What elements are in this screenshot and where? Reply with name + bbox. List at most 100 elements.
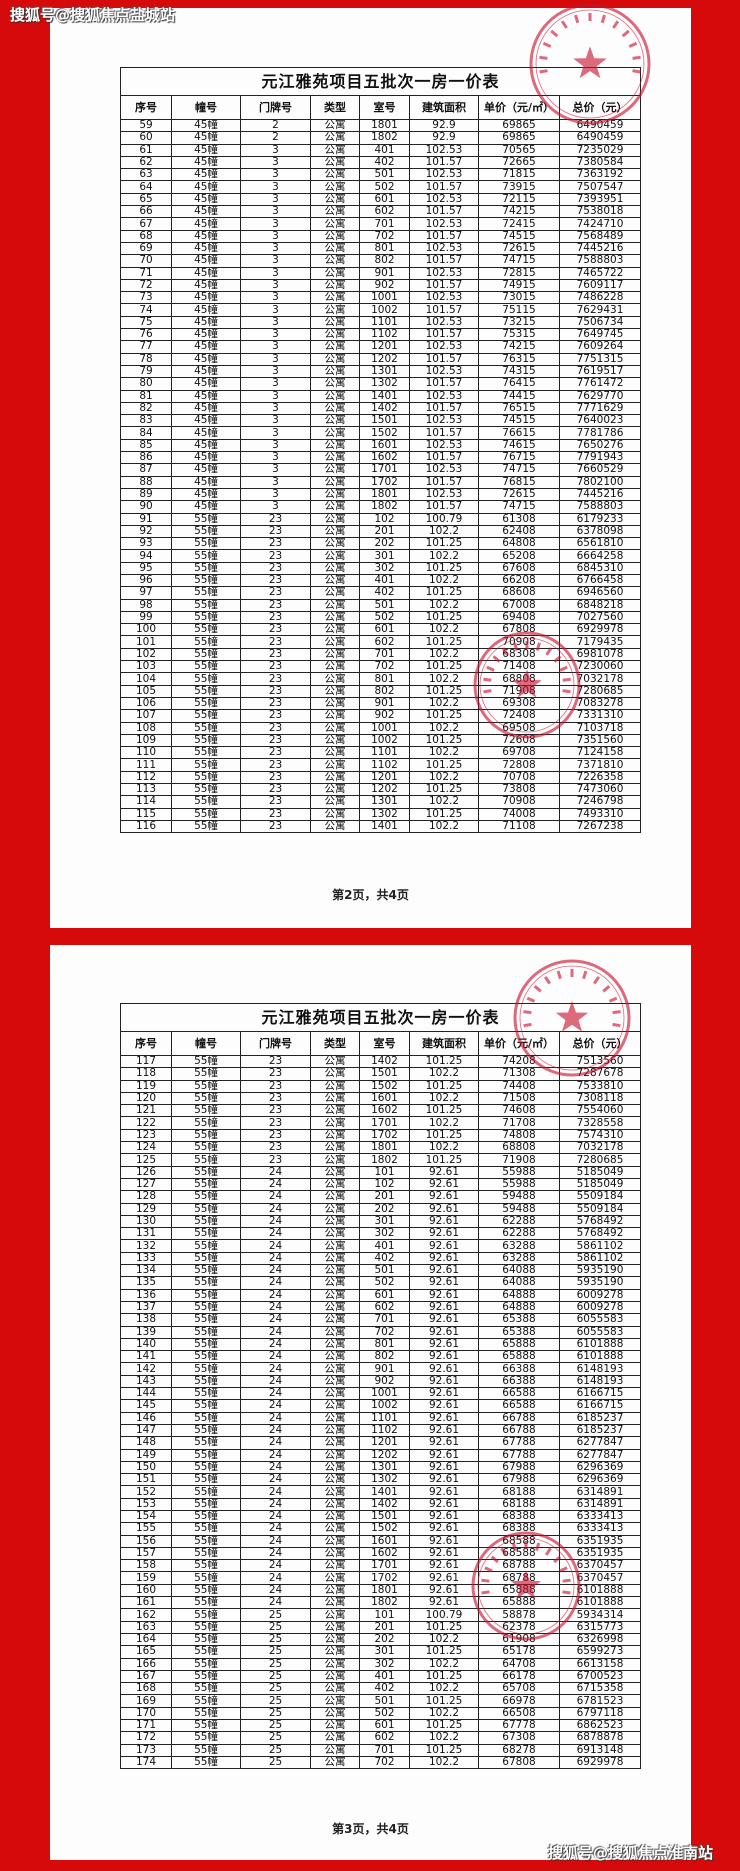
unit-price-cell: 69865 xyxy=(478,131,560,145)
door-number-cell: 23 xyxy=(240,537,311,551)
room-cell: 901 xyxy=(359,1362,410,1376)
total-price-cell: 6314891 xyxy=(558,1497,642,1511)
total-price-cell: 6101888 xyxy=(558,1350,642,1364)
area-cell: 92.61 xyxy=(409,1399,479,1413)
total-price-cell: 6664258 xyxy=(558,549,642,563)
total-price-cell: 6845310 xyxy=(558,561,642,575)
door-number-cell: 24 xyxy=(240,1374,311,1389)
building-cell: 55幢 xyxy=(171,1091,241,1106)
total-price-cell: 6561810 xyxy=(558,537,642,551)
table-row: 140 55幢 24 公寓 801 92.61 65888 6101888 xyxy=(120,1337,642,1352)
room-cell: 1802 xyxy=(359,1596,410,1610)
door-number-cell: 3 xyxy=(240,475,311,489)
column-header: 室号 xyxy=(359,1031,410,1056)
unit-price-cell: 65708 xyxy=(478,1682,560,1696)
total-price-cell: 6333413 xyxy=(558,1522,642,1536)
door-number-cell: 24 xyxy=(240,1571,311,1585)
room-cell: 201 xyxy=(359,524,410,539)
table-row: 111 55幢 23 公寓 1102 101.25 72808 7371810 xyxy=(120,758,642,772)
table-row: 89 45幢 3 公寓 1801 102.53 72615 7445216 xyxy=(120,487,642,502)
seq-cell: 155 xyxy=(120,1522,172,1536)
total-price-cell: 7235029 xyxy=(558,143,642,157)
room-cell: 1801 xyxy=(359,487,410,502)
room-cell: 802 xyxy=(359,1350,410,1364)
building-cell: 45幢 xyxy=(171,291,241,305)
type-cell: 公寓 xyxy=(310,696,360,711)
door-number-cell: 24 xyxy=(240,1202,311,1216)
type-cell: 公寓 xyxy=(310,610,360,625)
seq-cell: 117 xyxy=(120,1054,172,1069)
seq-cell: 87 xyxy=(120,463,172,477)
door-number-cell: 24 xyxy=(240,1509,311,1524)
type-cell: 公寓 xyxy=(310,131,360,145)
area-cell: 102.2 xyxy=(409,549,479,563)
area-cell: 92.61 xyxy=(409,1546,479,1561)
room-cell: 601 xyxy=(359,623,410,637)
total-price-cell: 7363192 xyxy=(558,168,642,182)
table-row: 106 55幢 23 公寓 901 102.2 69308 7083278 xyxy=(120,696,642,711)
room-cell: 1301 xyxy=(359,795,410,809)
building-cell: 55幢 xyxy=(171,709,241,723)
room-cell: 502 xyxy=(359,180,410,194)
total-price-cell: 7609264 xyxy=(558,340,642,354)
area-cell: 102.2 xyxy=(409,1706,479,1721)
room-cell: 1101 xyxy=(359,315,410,330)
type-cell: 公寓 xyxy=(310,819,360,834)
room-cell: 1201 xyxy=(359,1436,410,1450)
table-row: 78 45幢 3 公寓 1202 101.57 76315 7751315 xyxy=(120,352,642,366)
door-number-cell: 24 xyxy=(240,1190,311,1204)
unit-price-cell: 72665 xyxy=(478,155,560,170)
total-price-cell: 6797118 xyxy=(558,1706,642,1721)
door-number-cell: 25 xyxy=(240,1632,311,1647)
total-price-cell: 6599273 xyxy=(558,1645,642,1659)
table-row: 110 55幢 23 公寓 1101 102.2 69708 7124158 xyxy=(120,746,642,760)
area-cell: 102.2 xyxy=(409,721,479,735)
table-row: 130 55幢 24 公寓 301 92.61 62288 5768492 xyxy=(120,1214,642,1229)
unit-price-cell: 67308 xyxy=(478,1731,560,1745)
seq-cell: 78 xyxy=(120,352,172,366)
area-cell: 92.61 xyxy=(409,1251,479,1266)
seq-cell: 133 xyxy=(120,1251,172,1266)
room-cell: 601 xyxy=(359,192,410,207)
area-cell: 92.61 xyxy=(409,1350,479,1364)
building-cell: 55幢 xyxy=(171,1522,241,1536)
building-cell: 45幢 xyxy=(171,205,241,219)
seq-cell: 139 xyxy=(120,1325,172,1339)
table-row: 168 55幢 25 公寓 402 102.2 65708 6715358 xyxy=(120,1682,642,1696)
unit-price-cell: 68608 xyxy=(478,586,560,600)
door-number-cell: 3 xyxy=(240,463,311,477)
area-cell: 102.53 xyxy=(409,168,479,182)
total-price-cell: 6490459 xyxy=(558,118,642,133)
type-cell: 公寓 xyxy=(310,1190,360,1204)
type-cell: 公寓 xyxy=(310,573,360,588)
type-cell: 公寓 xyxy=(310,1509,360,1524)
total-price-cell: 7640023 xyxy=(558,414,642,428)
building-cell: 45幢 xyxy=(171,487,241,502)
seq-cell: 170 xyxy=(120,1706,172,1721)
total-price-cell: 7533810 xyxy=(558,1079,642,1093)
unit-price-cell: 66588 xyxy=(478,1399,560,1413)
total-price-cell: 7445216 xyxy=(558,241,642,256)
table-row: 86 45幢 3 公寓 1602 101.57 76715 7791943 xyxy=(120,451,642,465)
total-price-cell: 6166715 xyxy=(558,1387,642,1401)
room-cell: 901 xyxy=(359,696,410,711)
seq-cell: 161 xyxy=(120,1596,172,1610)
table-row: 154 55幢 24 公寓 1501 92.61 68388 6333413 xyxy=(120,1509,642,1524)
building-cell: 55幢 xyxy=(171,1743,241,1757)
room-cell: 1802 xyxy=(359,131,410,145)
seq-cell: 168 xyxy=(120,1682,172,1696)
table-row: 174 55幢 25 公寓 702 102.2 67808 6929978 xyxy=(120,1755,642,1770)
total-price-cell: 7280685 xyxy=(558,684,642,698)
total-price-cell: 6946560 xyxy=(558,586,642,600)
building-cell: 45幢 xyxy=(171,241,241,256)
building-cell: 55幢 xyxy=(171,1632,241,1647)
total-price-cell: 6929978 xyxy=(558,1755,642,1770)
table-row: 82 45幢 3 公寓 1402 101.57 76515 7771629 xyxy=(120,401,642,416)
seq-cell: 162 xyxy=(120,1608,172,1622)
table-row: 115 55幢 23 公寓 1302 101.25 74008 7493310 xyxy=(120,807,642,821)
table-row: 159 55幢 24 公寓 1702 92.61 68788 6370457 xyxy=(120,1571,642,1585)
total-price-cell: 6101888 xyxy=(558,1583,642,1598)
price-table: 元江雅苑项目五批次一房一价表 序号 幢号 门牌号 类型 室号 建筑面积 单价（元/㎡） 总价（… xyxy=(119,67,642,834)
room-cell: 902 xyxy=(359,709,410,723)
table-row: 160 55幢 24 公寓 1801 92.61 65888 6101888 xyxy=(120,1583,642,1598)
